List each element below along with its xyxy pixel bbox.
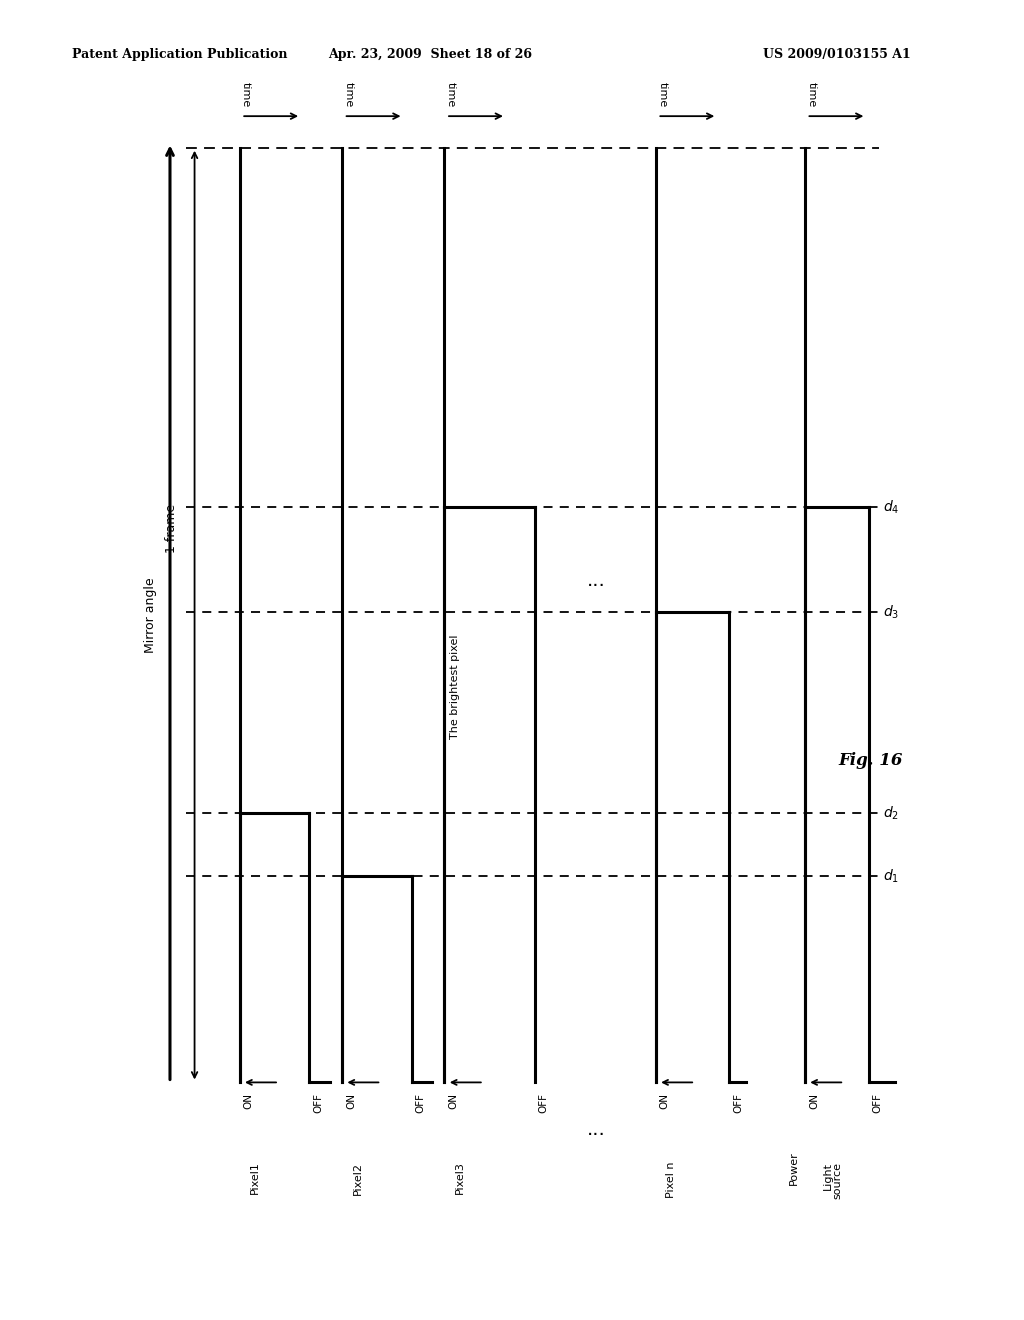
Text: Light: Light <box>823 1162 833 1189</box>
Text: time: time <box>344 82 353 108</box>
Text: ON: ON <box>659 1093 670 1109</box>
Text: ON: ON <box>449 1093 459 1109</box>
Text: time: time <box>242 82 251 108</box>
Text: time: time <box>807 82 816 108</box>
Text: OFF: OFF <box>872 1093 883 1113</box>
Text: ...: ... <box>587 1121 605 1139</box>
Text: Mirror angle: Mirror angle <box>144 577 157 653</box>
Text: Patent Application Publication: Patent Application Publication <box>72 48 287 61</box>
Text: ON: ON <box>244 1093 254 1109</box>
Text: $d_3$: $d_3$ <box>883 603 899 622</box>
Text: OFF: OFF <box>416 1093 426 1113</box>
Text: $d_1$: $d_1$ <box>883 867 899 886</box>
Text: ON: ON <box>809 1093 819 1109</box>
Text: The brightest pixel: The brightest pixel <box>451 635 460 739</box>
Text: Pixel1: Pixel1 <box>250 1162 260 1195</box>
Text: Pixel2: Pixel2 <box>352 1162 362 1195</box>
Text: time: time <box>446 82 456 108</box>
Text: OFF: OFF <box>313 1093 324 1113</box>
Text: time: time <box>657 82 668 108</box>
Text: 1 frame: 1 frame <box>165 503 178 553</box>
Text: $d_2$: $d_2$ <box>883 804 899 822</box>
Text: $d_4$: $d_4$ <box>883 498 899 516</box>
Text: Pixel3: Pixel3 <box>455 1162 465 1195</box>
Text: US 2009/0103155 A1: US 2009/0103155 A1 <box>763 48 910 61</box>
Text: Apr. 23, 2009  Sheet 18 of 26: Apr. 23, 2009 Sheet 18 of 26 <box>328 48 532 61</box>
Text: Power: Power <box>788 1151 799 1185</box>
Text: OFF: OFF <box>539 1093 549 1113</box>
Text: source: source <box>833 1162 843 1199</box>
Text: Pixel n: Pixel n <box>667 1162 677 1199</box>
Text: ON: ON <box>346 1093 356 1109</box>
Text: OFF: OFF <box>733 1093 743 1113</box>
Text: ...: ... <box>587 572 605 590</box>
Text: Fig. 16: Fig. 16 <box>839 752 903 768</box>
